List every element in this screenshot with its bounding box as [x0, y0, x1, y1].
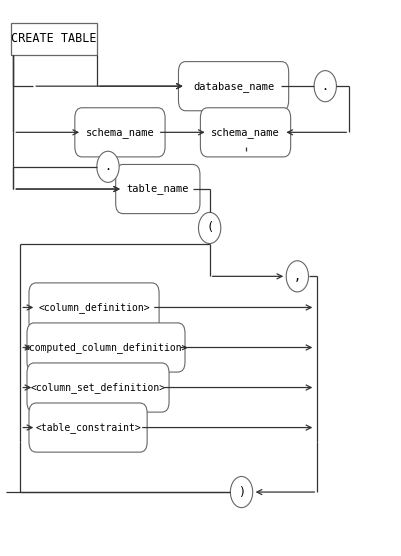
FancyBboxPatch shape: [75, 108, 165, 157]
Text: <computed_column_definition>: <computed_column_definition>: [24, 342, 188, 353]
Text: .: .: [104, 160, 111, 173]
Circle shape: [231, 476, 253, 508]
FancyBboxPatch shape: [27, 363, 169, 412]
Text: schema_name: schema_name: [85, 127, 154, 138]
Circle shape: [198, 212, 221, 244]
Text: .: .: [322, 80, 329, 93]
Circle shape: [286, 261, 308, 292]
FancyBboxPatch shape: [29, 283, 159, 332]
FancyBboxPatch shape: [29, 403, 147, 452]
FancyBboxPatch shape: [178, 62, 289, 111]
Text: database_name: database_name: [193, 81, 274, 92]
Text: <column_set_definition>: <column_set_definition>: [30, 382, 166, 393]
Text: CREATE TABLE: CREATE TABLE: [11, 32, 97, 46]
Text: <column_definition>: <column_definition>: [38, 302, 150, 313]
Text: ): ): [238, 485, 245, 499]
Text: schema_name: schema_name: [211, 127, 280, 138]
Bar: [11, 23, 97, 55]
Text: <table_constraint>: <table_constraint>: [35, 422, 141, 433]
Text: table_name: table_name: [127, 183, 189, 195]
FancyBboxPatch shape: [115, 165, 200, 214]
Text: ,: ,: [294, 270, 301, 283]
Text: (: (: [206, 221, 213, 235]
Circle shape: [97, 151, 119, 182]
FancyBboxPatch shape: [200, 108, 291, 157]
Circle shape: [314, 71, 336, 102]
FancyBboxPatch shape: [27, 323, 185, 372]
